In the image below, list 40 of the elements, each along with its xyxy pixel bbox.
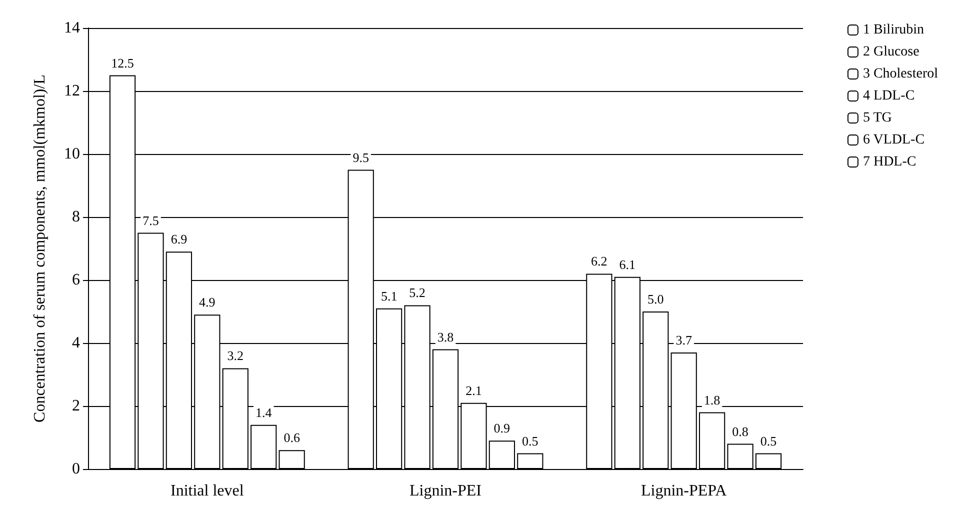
legend-label: 6 VLDL-C	[862, 132, 925, 148]
data-label: 0.5	[522, 433, 538, 448]
y-tick-label: 10	[64, 146, 80, 162]
y-tick-label: 6	[72, 272, 80, 288]
x-tick-label: Lignin-PEPA	[641, 482, 728, 500]
legend-label: 1 Bilirubin	[862, 22, 924, 38]
y-tick-label: 8	[72, 208, 80, 226]
data-label: 0.6	[284, 430, 300, 446]
y-axis-title: Concentration of serum components, mmol(mkmol)/L	[32, 74, 48, 422]
legend-label: 5 TG	[862, 110, 892, 126]
y-tick-label: 14	[64, 20, 80, 36]
data-label: 1.4	[255, 404, 272, 420]
data-label: 9.5	[352, 150, 369, 165]
y-tick-label: 2	[72, 398, 80, 414]
data-label: 3.8	[437, 329, 454, 344]
data-label: 5.1	[380, 288, 398, 304]
data-label: 12.5	[111, 55, 134, 70]
y-tick-label: 4	[72, 334, 80, 352]
legend-label: 7 HDL-C	[862, 154, 916, 170]
data-label: 6.2	[591, 254, 608, 269]
data-label: 1.8	[704, 392, 720, 408]
data-label: 5.2	[409, 285, 426, 300]
data-label: 2.1	[466, 382, 482, 398]
data-label: 3.2	[227, 348, 244, 364]
x-tick-label: Lignin-PEI	[410, 482, 482, 500]
x-tick-label: Initial level	[170, 482, 244, 500]
y-tick-label: 0	[72, 460, 80, 478]
data-label: 5.0	[647, 292, 664, 306]
legend-label: 2 Glucose	[862, 44, 920, 60]
data-label: 7.5	[142, 212, 159, 228]
data-label: 0.9	[494, 420, 510, 436]
legend-label: 3 Cholesterol	[862, 66, 938, 82]
legend-label: 4 LDL-C	[862, 88, 915, 104]
data-label: 0.8	[732, 424, 748, 439]
y-tick-label: 12	[64, 82, 80, 100]
data-label: 3.7	[676, 332, 692, 348]
data-label: 4.9	[199, 294, 216, 310]
data-label: 0.5	[760, 433, 777, 448]
data-label: 6.9	[170, 232, 188, 247]
data-label: 6.1	[619, 256, 636, 272]
